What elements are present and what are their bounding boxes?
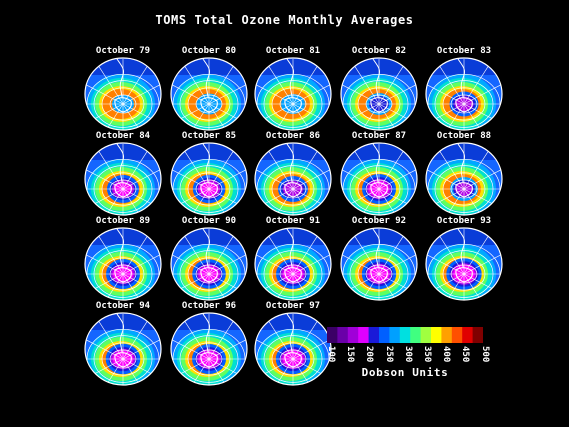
colorbar-tick-label: 100	[326, 346, 336, 363]
ozone-globe	[340, 142, 418, 216]
globe-panel: October 85	[166, 131, 252, 217]
ozone-globe	[170, 227, 248, 301]
colorbar-tick-label: 450	[460, 346, 471, 363]
colorbar-swatch	[472, 327, 483, 343]
panel-label: October 87	[351, 131, 407, 141]
panel-label: October 79	[95, 46, 151, 56]
panel-label: October 82	[351, 46, 407, 56]
ozone-globe	[340, 227, 418, 301]
ozone-globe	[84, 227, 162, 301]
panel-label: October 86	[265, 131, 321, 141]
colorbar-swatch	[358, 327, 370, 343]
panel-label: October 83	[436, 46, 492, 56]
globe-panel: October 88	[421, 131, 507, 217]
page-title: TOMS Total Ozone Monthly Averages	[155, 13, 414, 27]
panel-label: October 94	[95, 301, 151, 311]
globe-panel: October 96	[166, 301, 252, 387]
ozone-globe	[170, 57, 248, 131]
colorbar-tick-label: 200	[364, 346, 375, 363]
globe-panel: October 79	[80, 46, 166, 132]
panel-label: October 90	[181, 216, 237, 226]
globe-panel: October 81	[250, 46, 336, 132]
colorbar-swatch	[368, 327, 380, 343]
colorbar-swatch	[431, 327, 442, 343]
panel-label: October 89	[95, 216, 151, 226]
globe-panel: October 83	[421, 46, 507, 132]
ozone-globe	[340, 57, 418, 131]
globe-panel: October 93	[421, 216, 507, 302]
colorbar-swatch	[347, 327, 359, 343]
ozone-globe	[425, 57, 503, 131]
colorbar-swatch	[420, 327, 432, 343]
globe-panel: October 84	[80, 131, 166, 217]
ozone-globe	[254, 142, 332, 216]
ozone-globe	[254, 312, 332, 386]
colorbar-tick-label: 350	[422, 346, 432, 363]
globe-panel: October 80	[166, 46, 252, 132]
globe-panel: October 91	[250, 216, 336, 302]
colorbar-swatch	[410, 327, 422, 343]
panel-label: October 84	[95, 131, 151, 141]
units-label: Dobson Units	[361, 366, 449, 379]
ozone-globe	[84, 142, 162, 216]
ozone-globe	[84, 312, 162, 386]
panel-label: October 93	[436, 216, 492, 226]
colorbar-tick-label: 300	[402, 346, 413, 363]
panel-label: October 81	[265, 46, 321, 56]
panel-label: October 96	[181, 301, 237, 311]
colorbar-swatch	[389, 327, 401, 343]
colorbar-swatch	[451, 327, 463, 343]
globe-panel: October 94	[80, 301, 166, 387]
ozone-globe	[170, 312, 248, 386]
globe-panel: October 97	[250, 301, 336, 387]
colorbar-tick-label: 400	[441, 346, 452, 363]
ozone-globe	[254, 57, 332, 131]
colorbar-tick-label: 250	[383, 346, 394, 363]
colorbar-swatch	[379, 327, 390, 343]
globe-panel: October 87	[336, 131, 422, 217]
ozone-globe	[84, 57, 162, 131]
colorbar-tick-label: 500	[479, 346, 490, 363]
colorbar-swatch	[337, 327, 349, 343]
ozone-globe	[254, 227, 332, 301]
colorbar	[327, 327, 483, 343]
globe-panel: October 86	[250, 131, 336, 217]
panel-label: October 85	[181, 131, 237, 141]
ozone-globe	[425, 142, 503, 216]
panel-label: October 97	[265, 301, 321, 311]
ozone-globe	[170, 142, 248, 216]
ozone-globe	[425, 227, 503, 301]
panel-label: October 88	[436, 131, 492, 141]
colorbar-swatch	[399, 327, 411, 343]
colorbar-swatch	[327, 327, 338, 343]
colorbar-tick-label: 150	[345, 346, 356, 363]
panel-label: October 91	[265, 216, 321, 226]
colorbar-swatch	[441, 327, 453, 343]
globe-panel: October 82	[336, 46, 422, 132]
panel-label: October 92	[351, 216, 407, 226]
panel-label: October 80	[181, 46, 237, 56]
globe-panel: October 92	[336, 216, 422, 302]
globe-panel: October 89	[80, 216, 166, 302]
colorbar-swatch	[462, 327, 474, 343]
globe-panel: October 90	[166, 216, 252, 302]
